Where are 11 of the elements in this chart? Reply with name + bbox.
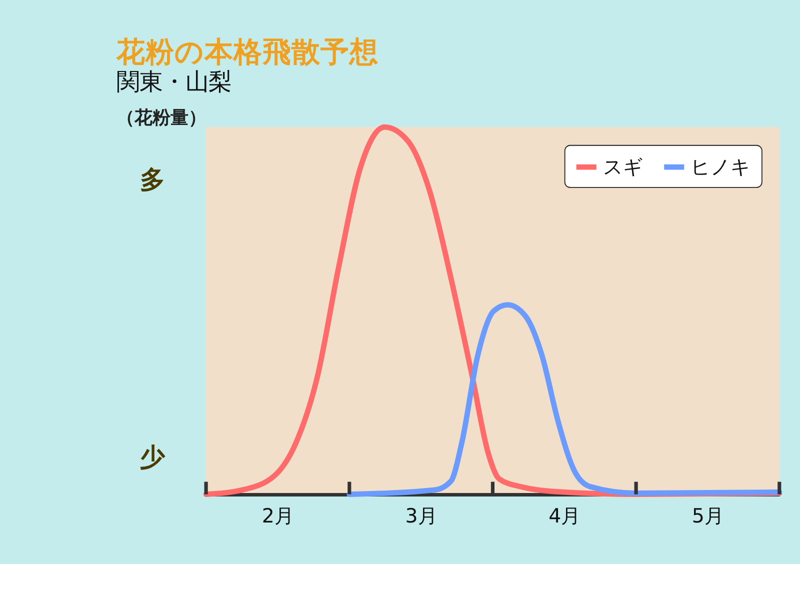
text: 多 xyxy=(140,164,165,194)
x-tick-label: 2月 xyxy=(262,504,294,528)
legend-label: スギ xyxy=(602,155,643,178)
chart-subtitle: 関東・山梨 xyxy=(116,68,232,96)
y-axis-title: （花粉量） xyxy=(116,107,206,128)
legend-label: ヒノキ xyxy=(690,155,751,178)
chart-title: 花粉の本格飛散予想 xyxy=(115,34,378,69)
x-tick-label: 3月 xyxy=(405,504,438,528)
x-tick-label: 5月 xyxy=(692,504,724,528)
text: 少 xyxy=(140,442,166,472)
x-tick-label: 4月 xyxy=(548,504,582,528)
